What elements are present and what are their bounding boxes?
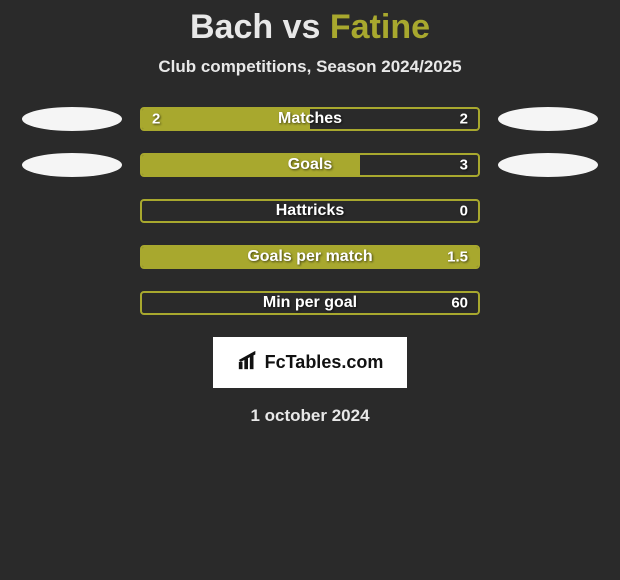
logo-wrap: FcTables.com xyxy=(0,337,620,388)
stat-bar: 2Matches2 xyxy=(140,107,480,131)
oval-right xyxy=(498,107,598,131)
logo-text: FcTables.com xyxy=(265,352,384,373)
bar-fill xyxy=(142,247,478,267)
stat-bar: Min per goal60 xyxy=(140,291,480,315)
title: Bach vs Fatine xyxy=(0,8,620,47)
value-right: 2 xyxy=(460,111,468,128)
value-right: 0 xyxy=(460,203,468,220)
stat-rows: 2Matches2 Goals3 Hattricks0 Goals per match… xyxy=(0,107,620,315)
oval-left xyxy=(22,107,122,131)
site-logo: FcTables.com xyxy=(213,337,408,388)
stat-row: Goals per match1.5 xyxy=(0,245,620,269)
oval-right xyxy=(498,153,598,177)
stat-bar: Hattricks0 xyxy=(140,199,480,223)
stat-bar: Goals per match1.5 xyxy=(140,245,480,269)
date: 1 october 2024 xyxy=(0,406,620,426)
bar-fill xyxy=(142,155,360,175)
subtitle: Club competitions, Season 2024/2025 xyxy=(0,57,620,77)
stat-row: Min per goal60 xyxy=(0,291,620,315)
stat-row: Hattricks0 xyxy=(0,199,620,223)
bar-label: Min per goal xyxy=(142,294,478,312)
infographic-container: Bach vs Fatine Club competitions, Season… xyxy=(0,0,620,426)
value-right: 3 xyxy=(460,157,468,174)
value-right: 60 xyxy=(451,295,468,312)
bar-label: Hattricks xyxy=(142,202,478,220)
bar-fill xyxy=(142,109,310,129)
stat-bar: Goals3 xyxy=(140,153,480,177)
chart-icon xyxy=(237,349,259,376)
stat-row: Goals3 xyxy=(0,153,620,177)
title-player2: Fatine xyxy=(330,8,430,46)
title-player1: Bach xyxy=(190,8,273,46)
oval-left xyxy=(22,153,122,177)
stat-row: 2Matches2 xyxy=(0,107,620,131)
title-vs: vs xyxy=(283,8,321,46)
